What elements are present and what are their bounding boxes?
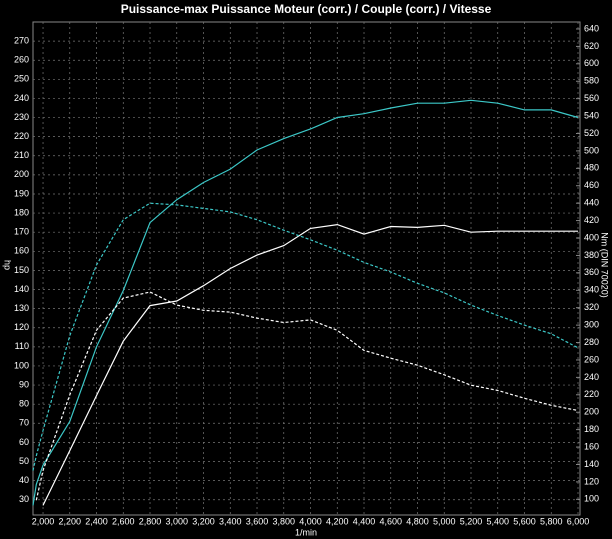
y-tick-label: 190 <box>14 188 29 198</box>
y-tick-label: 240 <box>14 93 29 103</box>
y-tick-label: 200 <box>14 169 29 179</box>
y2-tick-label: 420 <box>584 215 599 225</box>
y2-tick-label: 300 <box>584 319 599 329</box>
y2-tick-label: 340 <box>584 285 599 295</box>
y2-tick-label: 160 <box>584 441 599 451</box>
y-tick-label: 130 <box>14 303 29 313</box>
y-tick-label: 80 <box>19 399 29 409</box>
y-tick-label: 110 <box>15 341 29 351</box>
x-tick-label: 5,000 <box>433 516 456 526</box>
y2-tick-label: 240 <box>584 372 599 382</box>
chart-title: Puissance-max Puissance Moteur (corr.) /… <box>121 2 492 16</box>
x-tick-label: 3,400 <box>219 516 242 526</box>
x-tick-label: 3,200 <box>192 516 215 526</box>
y2-tick-label: 560 <box>584 93 599 103</box>
y-tick-label: 60 <box>19 437 29 447</box>
plot-frame <box>32 21 581 516</box>
x-tick-label: 2,200 <box>59 516 82 526</box>
y2-tick-label: 180 <box>584 424 599 434</box>
x-tick-label: 5,200 <box>460 516 483 526</box>
x-tick-label: 5,800 <box>540 516 563 526</box>
y-tick-label: 30 <box>19 494 29 504</box>
y2-tick-label: 640 <box>584 23 599 33</box>
y2-tick-label: 540 <box>584 110 599 120</box>
y2-tick-label: 360 <box>584 267 599 277</box>
y2-tick-label: 140 <box>584 459 599 469</box>
y-tick-label: 220 <box>14 131 29 141</box>
y2-tick-label: 120 <box>584 476 599 486</box>
x-tick-label: 4,000 <box>299 516 322 526</box>
y-tick-label: 40 <box>19 475 29 485</box>
y-tick-label: 270 <box>14 35 29 45</box>
series-line <box>32 202 579 471</box>
x-tick-label: 4,800 <box>406 516 429 526</box>
y-tick-label: 170 <box>14 227 29 237</box>
x-tick-label: 3,800 <box>272 516 295 526</box>
y2-tick-label: 440 <box>584 198 599 208</box>
y2-tick-label: 520 <box>584 128 599 138</box>
y2-tick-label: 220 <box>584 389 599 399</box>
x-tick-label: 4,400 <box>353 516 376 526</box>
y2-tick-label: 400 <box>584 232 599 242</box>
series-line <box>35 291 579 501</box>
x-tick-label: 5,400 <box>486 516 509 526</box>
x-tick-label: 4,600 <box>379 516 402 526</box>
x-tick-label: 4,200 <box>326 516 349 526</box>
y2-tick-label: 200 <box>584 407 599 417</box>
y2-tick-label: 580 <box>584 76 599 86</box>
y-tick-label: 120 <box>14 322 29 332</box>
series-line <box>42 223 578 506</box>
y-tick-label: 150 <box>14 265 29 275</box>
y-tick-label: 180 <box>14 207 29 217</box>
y2-tick-label: 260 <box>584 354 599 364</box>
x-tick-label: 2,000 <box>32 516 55 526</box>
y-tick-label: 260 <box>14 55 29 65</box>
x-tick-label: 2,600 <box>112 516 135 526</box>
y-tick-label: 70 <box>19 418 29 428</box>
y-tick-label: 230 <box>14 112 29 122</box>
y2-tick-label: 380 <box>584 250 599 260</box>
x-tick-label: 3,000 <box>166 516 189 526</box>
y-tick-label: 210 <box>14 150 29 160</box>
y-tick-label: 50 <box>19 456 29 466</box>
x-tick-label: 5,600 <box>513 516 536 526</box>
y-tick-label: 90 <box>19 379 29 389</box>
x-axis-label: 1/min <box>295 527 317 537</box>
x-tick-label: 2,800 <box>139 516 162 526</box>
x-tick-label: 2,400 <box>85 516 108 526</box>
y2-axis-label: Nm (DIN 70020) <box>600 232 610 298</box>
y2-tick-label: 320 <box>584 302 599 312</box>
series-line <box>32 99 579 506</box>
y2-tick-label: 600 <box>584 58 599 68</box>
y-tick-label: 100 <box>14 360 29 370</box>
y2-tick-label: 280 <box>584 337 599 347</box>
y2-tick-label: 620 <box>584 41 599 51</box>
y-axis-label: hp <box>3 260 13 270</box>
y2-tick-label: 100 <box>584 494 599 504</box>
y-tick-label: 140 <box>14 284 29 294</box>
y2-tick-label: 460 <box>584 180 599 190</box>
y-tick-label: 250 <box>14 74 29 84</box>
y2-tick-label: 500 <box>584 145 599 155</box>
x-tick-label: 6,000 <box>567 516 590 526</box>
y-tick-label: 160 <box>14 246 29 256</box>
x-tick-label: 3,600 <box>246 516 269 526</box>
y2-tick-label: 480 <box>584 163 599 173</box>
